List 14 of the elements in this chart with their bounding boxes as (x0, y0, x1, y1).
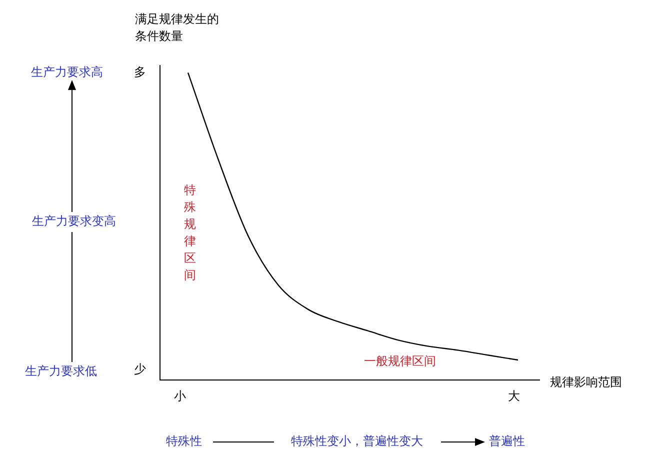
text: 普遍性 (489, 434, 525, 448)
text: 生产力要求高 (31, 65, 103, 80)
text: 生产力要求低 (25, 364, 97, 378)
annotation: 特殊规律区间 (184, 183, 196, 282)
text: 少 (134, 362, 146, 376)
text: 特殊性 (166, 434, 202, 448)
text: 特殊性变小，普遍性变大 (291, 434, 423, 448)
x-axis-title: 规律影响范围 (550, 375, 622, 390)
y-axis-title: 满足规律发生的条件数量 (135, 12, 219, 44)
text: 生产力要求变高 (32, 214, 116, 228)
text: 小 (174, 389, 186, 404)
text: 多 (134, 65, 146, 80)
annotation: 一般规律区间 (364, 354, 436, 368)
text: 大 (508, 389, 520, 404)
